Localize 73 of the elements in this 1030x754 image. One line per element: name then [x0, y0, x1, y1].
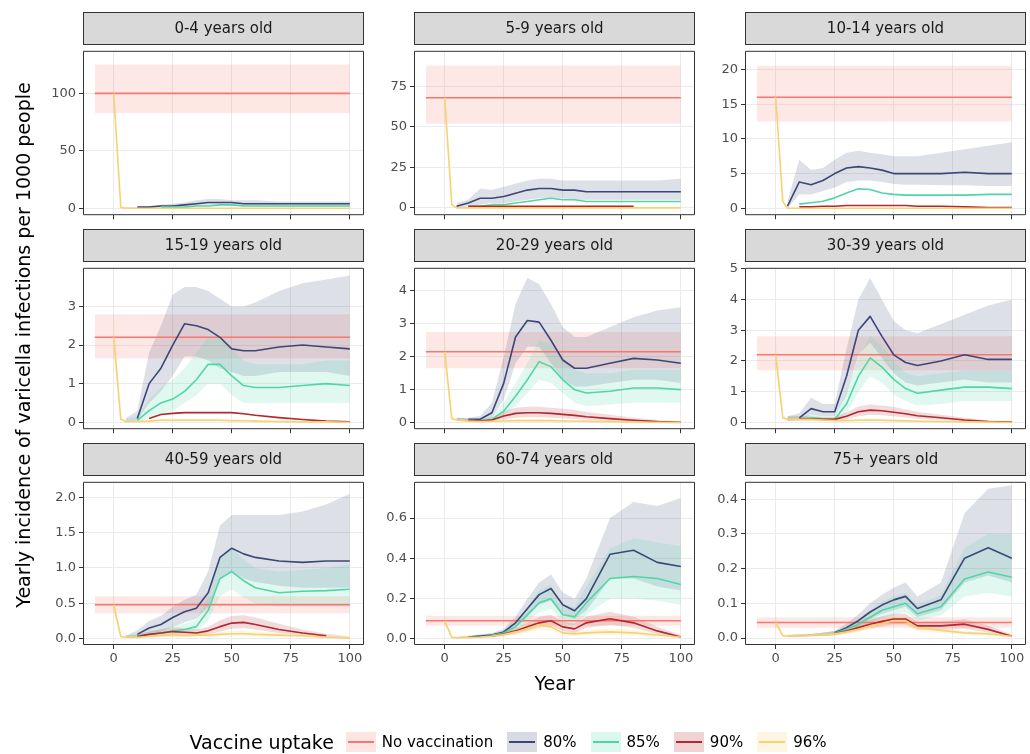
chart-title: 75+ years old [745, 443, 1026, 476]
y-tick-label: 1 [729, 383, 738, 399]
legend-label: No vaccination [381, 733, 494, 751]
y-tick-label: 50 [59, 142, 76, 158]
x-tick-label: 25 [164, 650, 181, 666]
legend-title: Vaccine uptake [189, 731, 334, 753]
y-tick-label: 0.1 [717, 594, 738, 610]
x-tick-label: 0 [109, 650, 118, 666]
x-tick-label: 0 [771, 650, 780, 666]
x-tick-label: 100 [337, 650, 363, 666]
y-tick-label: 3 [67, 297, 76, 313]
y-tick-label: 2 [67, 336, 76, 352]
y-tick-label: 0.4 [717, 490, 738, 506]
x-tick-label: 100 [999, 650, 1025, 666]
x-tick-label: 50 [554, 650, 572, 666]
x-tick-label: 50 [223, 650, 241, 666]
y-tick-label: 2 [398, 348, 407, 364]
y-tick-label: 10 [721, 130, 738, 146]
y-tick-label: 5 [729, 260, 738, 276]
y-tick-label: 3 [398, 315, 407, 331]
y-tick-label: 0.4 [386, 549, 407, 565]
y-tick-label: 2 [729, 352, 738, 368]
y-tick-label: 0 [67, 413, 76, 429]
x-tick-label: 100 [668, 650, 694, 666]
y-tick-label: 100 [51, 84, 76, 100]
chart-title: 30-39 years old [745, 229, 1026, 262]
y-tick-label: 0 [398, 413, 407, 429]
y-tick-label: 0.0 [55, 630, 76, 646]
y-tick-label: 0 [729, 413, 738, 429]
x-tick-label: 25 [826, 650, 843, 666]
y-tick-label: 1.5 [55, 524, 76, 540]
y-tick-label: 75 [390, 77, 407, 93]
x-tick-label: 25 [495, 650, 512, 666]
y-tick-label: 0.3 [717, 525, 738, 541]
y-tick-label: 4 [398, 282, 407, 298]
y-tick-label: 50 [390, 118, 407, 134]
chart-title: 0-4 years old [83, 12, 364, 45]
x-tick-label: 75 [282, 650, 300, 666]
y-tick-label: 0 [398, 199, 407, 215]
y-tick-label: 0.6 [386, 509, 407, 525]
y-tick-label: 0.5 [55, 594, 76, 610]
y-tick-label: 1 [67, 375, 76, 391]
y-tick-label: 4 [729, 290, 738, 306]
y-tick-label: 0.0 [386, 630, 407, 646]
legend-label: 90% [709, 733, 744, 751]
y-tick-label: 0.0 [717, 629, 738, 645]
chart-title: 60-74 years old [414, 443, 695, 476]
chart-title: 20-29 years old [414, 229, 695, 262]
y-tick-label: 1.0 [55, 559, 76, 575]
legend-label: 85% [626, 733, 660, 751]
y-axis-title: Yearly incidence of varicella infections per 1000 people [11, 82, 34, 608]
x-tick-label: 0 [440, 650, 449, 666]
legend-label: 96% [793, 733, 827, 751]
y-tick-label: 20 [721, 60, 738, 76]
y-tick-label: 15 [721, 95, 738, 111]
y-tick-label: 0 [729, 199, 738, 215]
y-tick-label: 5 [729, 164, 738, 180]
x-tick-label: 75 [944, 650, 962, 666]
y-tick-label: 2.0 [55, 488, 76, 504]
chart-title: 10-14 years old [745, 12, 1026, 45]
chart-title: 15-19 years old [83, 229, 364, 262]
chart-title: 5-9 years old [414, 12, 695, 45]
y-tick-label: 1 [398, 381, 407, 397]
y-tick-label: 25 [390, 158, 407, 174]
y-tick-label: 0 [67, 199, 76, 215]
x-axis-title: Year [534, 672, 575, 694]
chart-title: 40-59 years old [83, 443, 364, 476]
x-tick-label: 50 [885, 650, 903, 666]
y-tick-label: 0.2 [386, 590, 407, 606]
y-tick-label: 3 [729, 321, 738, 337]
legend-label: 80% [543, 733, 577, 751]
y-tick-label: 0.2 [717, 559, 738, 575]
x-tick-label: 75 [613, 650, 631, 666]
